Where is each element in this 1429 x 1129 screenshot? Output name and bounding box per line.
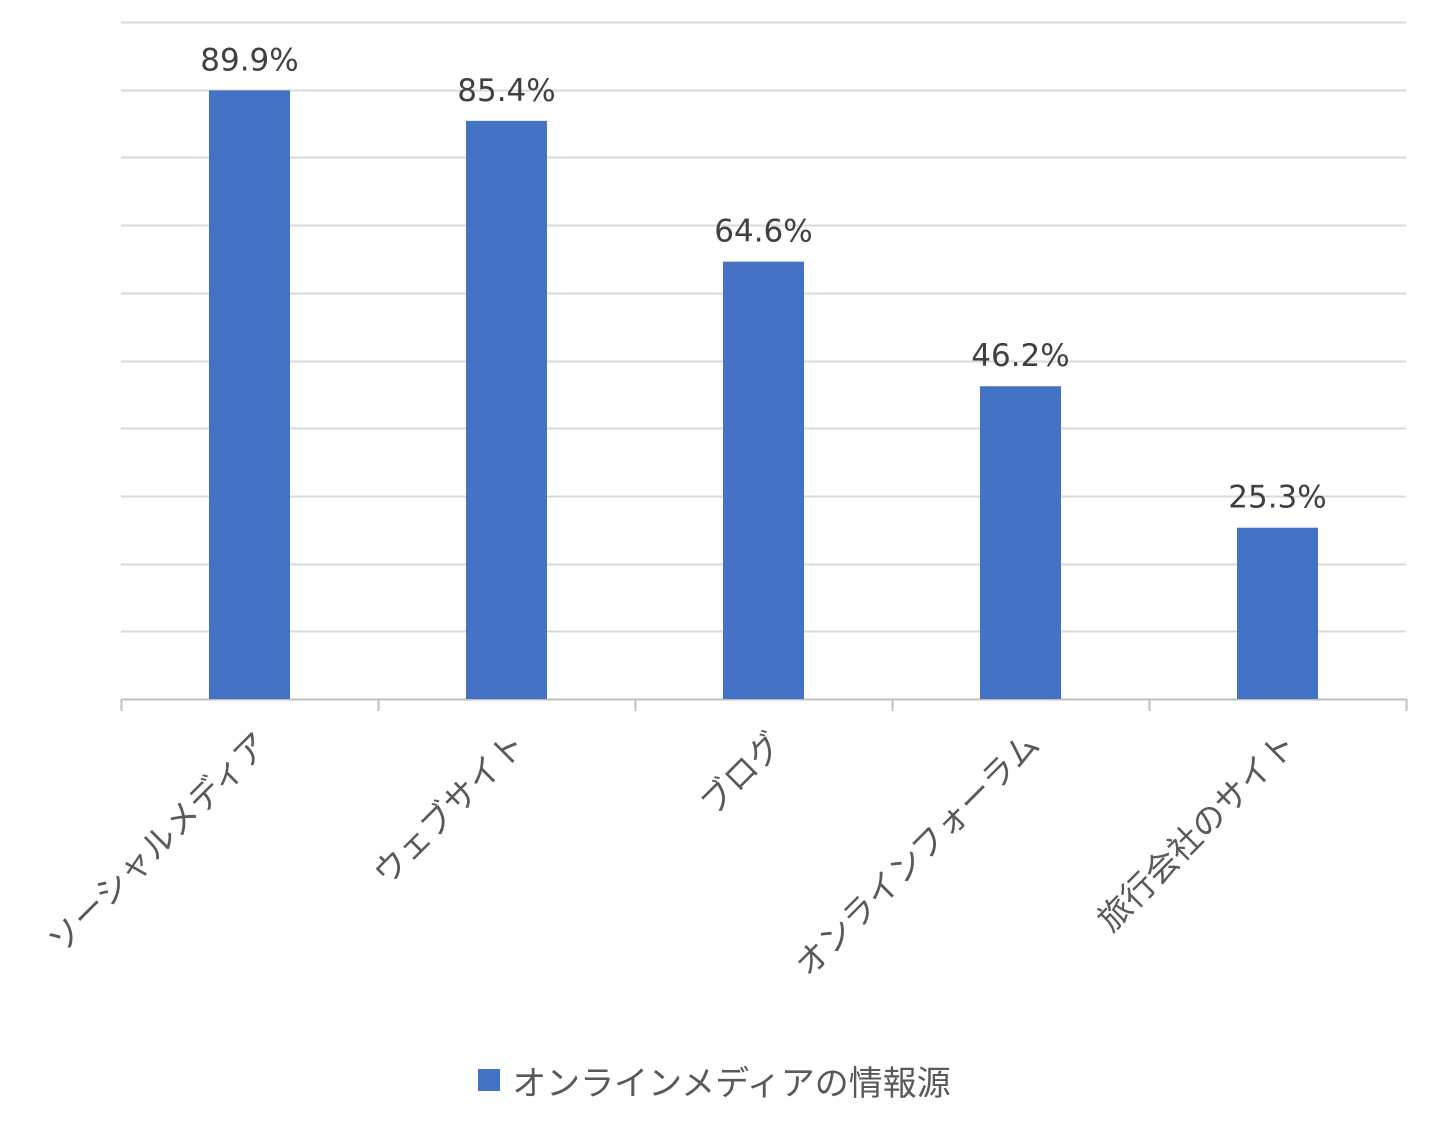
bar (1237, 527, 1318, 699)
data-label: 85.4% (457, 73, 555, 109)
bar (466, 120, 547, 700)
category-label: ウェブサイト (365, 725, 533, 893)
bar (980, 386, 1061, 699)
category-label: ブログ (692, 725, 790, 823)
category-label: オンラインフォーラム (787, 725, 1047, 985)
data-label: 64.6% (714, 214, 812, 250)
legend-label: オンラインメディアの情報源 (512, 1063, 951, 1104)
category-label: ソーシャルメディア (40, 725, 275, 960)
data-label: 25.3% (1228, 480, 1326, 516)
bar (209, 90, 290, 699)
legend-swatch (478, 1069, 501, 1091)
legend: オンラインメディアの情報源 (0, 1058, 1429, 1104)
data-label: 89.9% (200, 42, 298, 78)
data-label: 46.2% (971, 338, 1069, 374)
bar (723, 261, 804, 699)
category-label: 旅行会社のサイト (1090, 725, 1304, 939)
